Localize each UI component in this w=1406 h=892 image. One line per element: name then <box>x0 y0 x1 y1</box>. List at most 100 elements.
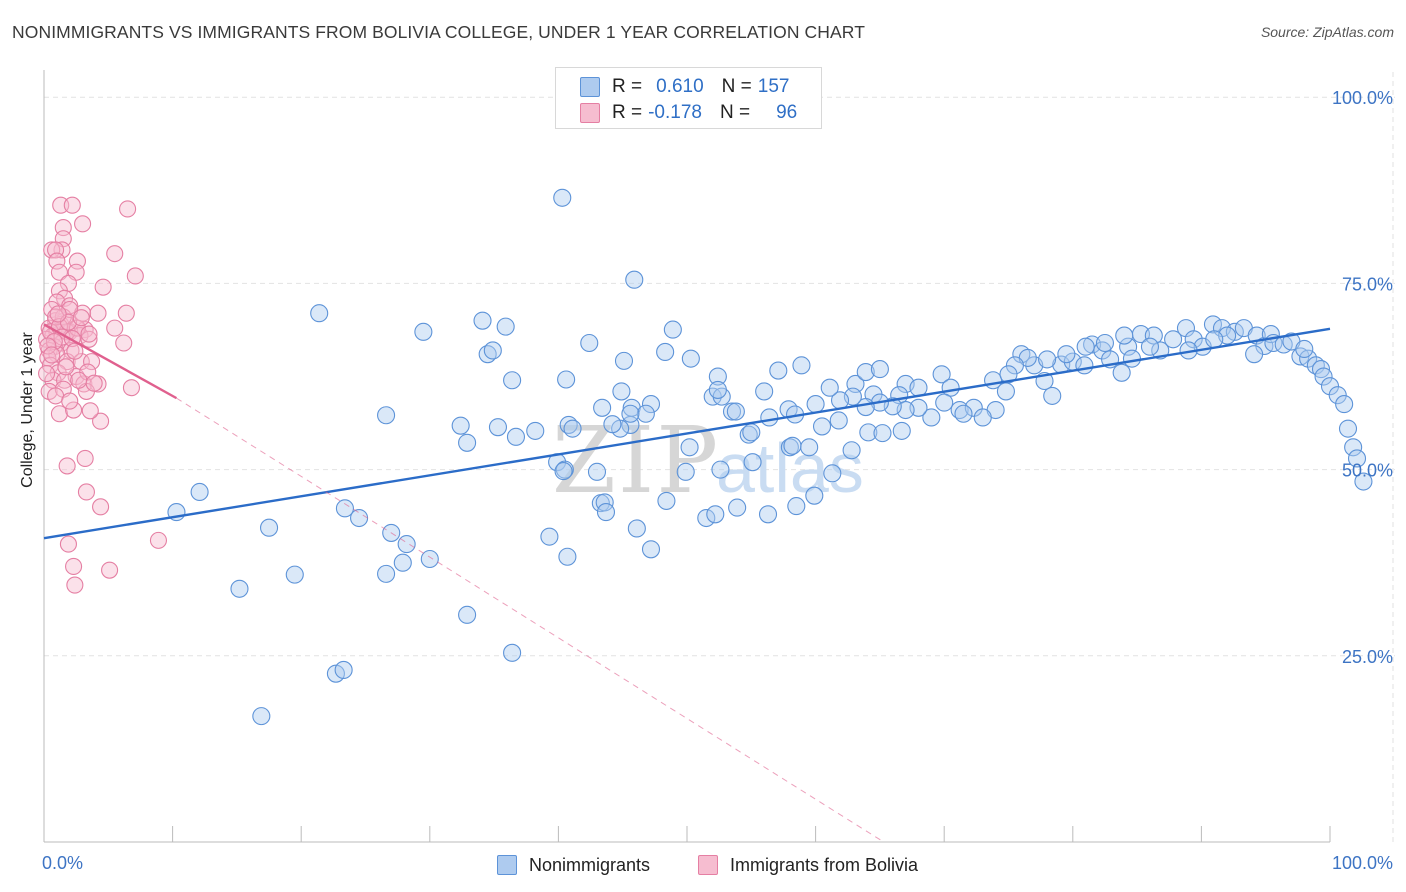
bolivia-point <box>65 557 83 575</box>
nonimmigrant-point <box>812 417 832 436</box>
legend-label: Immigrants from Bolivia <box>730 854 919 875</box>
nonimmigrant-point <box>656 342 675 361</box>
source-label: Source: ZipAtlas.com <box>1260 24 1394 40</box>
nonimmigrant-point <box>681 349 700 368</box>
y-tick-label: 75.0% <box>1342 274 1393 294</box>
nonimmigrant-point <box>1314 367 1333 386</box>
nonimmigrant-point <box>377 564 396 583</box>
nonimmigrant-point <box>964 398 983 417</box>
nonimmigrant-point <box>612 382 631 401</box>
nonimmigrant-point <box>769 361 788 380</box>
nonimmigrant-point <box>823 464 842 483</box>
nonimmigrant-point <box>1164 330 1183 349</box>
nonimmigrant-point <box>483 341 502 360</box>
nonimmigrant-point <box>787 497 806 516</box>
nonimmigrant-point <box>458 605 477 624</box>
nonimmigrant-point <box>954 404 973 423</box>
nonimmigrant-point <box>641 540 661 559</box>
nonimmigrant-point <box>641 395 661 414</box>
nonimmigrant-point <box>603 415 622 434</box>
nonimmigrant-point <box>557 370 576 389</box>
nonimmigrant-point <box>496 317 515 336</box>
nonimmigrant-point <box>526 421 545 440</box>
bolivia-point <box>92 498 110 516</box>
bolivia-point <box>149 531 168 549</box>
nonimmigrant-point <box>697 508 716 528</box>
legend-item-nonimmigrants[interactable]: Nonimmigrants <box>497 852 650 878</box>
nonimmigrant-point <box>596 503 616 522</box>
nonimmigrant-point <box>820 378 839 397</box>
nonimmigrant-point <box>627 519 646 538</box>
nonimmigrant-point <box>742 423 761 442</box>
nonimmigrant-point <box>1122 349 1142 368</box>
nonimmigrant-point <box>892 421 911 440</box>
nonimmigrant-point <box>488 418 508 437</box>
nonimmigrant-point <box>621 404 640 423</box>
nonimmigrant-point <box>1354 472 1373 491</box>
nonimmigrant-point <box>593 398 612 417</box>
bolivia-swatch <box>580 103 600 123</box>
nonimmigrant-point <box>553 188 572 207</box>
nonimmigrant-point <box>726 402 745 421</box>
nonimmigrant-point <box>580 333 599 353</box>
nonimmigrant-point <box>285 565 304 584</box>
nonimmigrant-point <box>758 505 778 524</box>
bolivia-point <box>66 342 84 360</box>
nonimmigrant-point <box>335 499 354 518</box>
n-value: 157 <box>757 76 790 97</box>
nonimmigrant-point <box>1005 356 1024 375</box>
legend-item-bolivia[interactable]: Immigrants from Bolivia <box>698 852 918 878</box>
bolivia-point <box>126 267 144 285</box>
r-value: -0.178 <box>648 102 702 123</box>
nonimmigrant-point <box>1043 386 1062 405</box>
bolivia-trend-extension <box>176 397 885 843</box>
bolivia-point <box>65 401 83 419</box>
bolivia-point <box>48 252 66 270</box>
nonimmigrant-point <box>856 363 875 382</box>
nonimmigrant-point <box>259 518 279 537</box>
stats-legend: R = 0.610 N = 157 R = -0.178 N = 96 <box>555 67 822 129</box>
bolivia-point <box>117 304 135 322</box>
nonimmigrant-point <box>614 351 634 370</box>
x-tick-label: 100.0% <box>1332 853 1393 873</box>
bolivia-point <box>72 309 90 327</box>
nonimmigrant-point <box>829 411 848 430</box>
nonimmigrant-point <box>397 535 416 554</box>
bolivia-point <box>61 392 79 410</box>
nonimmigrant-point <box>473 311 492 330</box>
gridlines <box>44 72 1395 842</box>
nonimmigrant-point <box>1205 330 1224 349</box>
nonimmigrant-point <box>1328 386 1347 405</box>
nonimmigrant-point <box>1184 330 1203 349</box>
nonimmigrant-point <box>458 433 477 452</box>
nonimmigrant-point <box>558 547 577 566</box>
nonimmigrant-point <box>1144 326 1163 345</box>
nonimmigrant-point <box>554 462 573 481</box>
nonimmigrant-point <box>676 462 695 481</box>
r-label: R = <box>612 102 643 123</box>
bolivia-point <box>77 483 95 501</box>
bolivia-point <box>47 387 65 405</box>
bolivia-point <box>106 245 124 263</box>
bolivia-point <box>38 364 56 383</box>
nonimmigrant-point <box>1076 337 1095 356</box>
y-tick-label: 25.0% <box>1342 647 1393 667</box>
bolivia-legend-swatch <box>698 855 718 875</box>
bolivia-point <box>53 241 71 259</box>
nonimmigrant-point <box>973 408 992 427</box>
n-value: 96 <box>776 102 798 123</box>
bolivia-point <box>85 374 103 392</box>
bolivia-point <box>39 337 57 355</box>
nonimmigrant-point <box>230 579 249 598</box>
nonimmigrant-point <box>563 419 582 438</box>
nonimmigrant-point <box>706 505 725 524</box>
bolivia-point <box>101 561 119 579</box>
nonimmigrant-point <box>636 404 655 423</box>
bolivia-point <box>74 215 92 233</box>
nonimmigrant-point <box>1115 326 1134 345</box>
y-axis-label-wrap: College, Under 1 year <box>16 260 40 560</box>
bolivia-point <box>58 457 76 475</box>
nonimmigrant-point <box>540 527 559 546</box>
nonimmigrant-point <box>420 549 439 569</box>
n-label: N = <box>721 76 752 97</box>
